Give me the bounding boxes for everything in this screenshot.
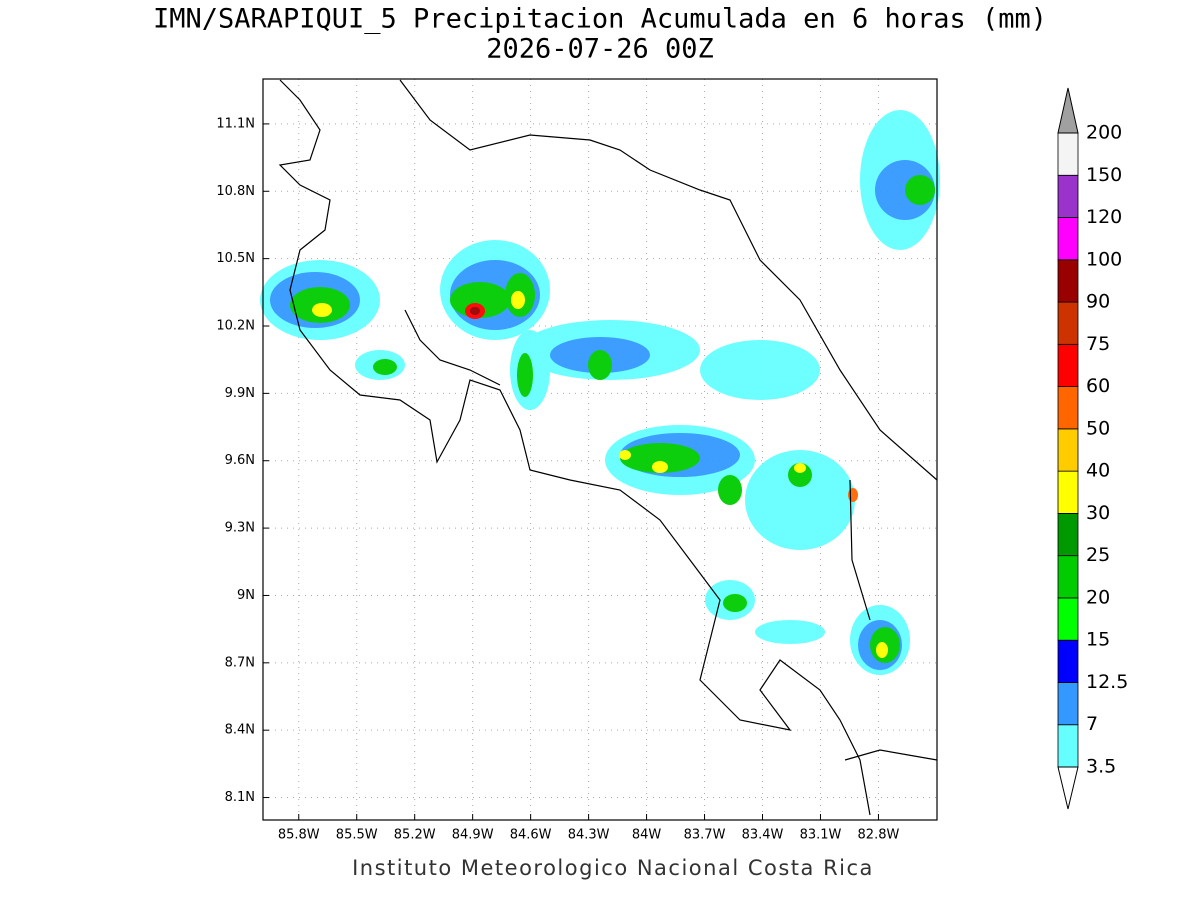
y-tick-label: 10.5N [216, 251, 255, 266]
colorbar-segment [1057, 555, 1079, 599]
colorbar-label: 120 [1086, 206, 1122, 228]
colorbar-segment [1057, 217, 1079, 261]
y-tick-label: 8.4N [225, 723, 255, 738]
colorbar-label: 75 [1086, 333, 1110, 355]
colorbar-label: 60 [1086, 375, 1110, 397]
colorbar-segment [1057, 428, 1079, 472]
precipitation [260, 110, 940, 675]
y-tick-label: 9.9N [225, 386, 255, 401]
colorbar-segment [1057, 513, 1079, 557]
colorbar-label: 15 [1086, 629, 1110, 651]
coastlines [278, 79, 938, 816]
y-tick-label: 9.3N [225, 521, 255, 536]
footer: Instituto Meteorologico Nacional Costa R… [352, 856, 874, 880]
colorbar-segment [1057, 174, 1079, 218]
colorbar: 3.5 7 12.5 15 20 25 30 40 50 60 75 90 100 120 150 200 [1057, 87, 1128, 810]
colorbar-segment [1057, 301, 1079, 345]
x-tick-label: 85.5W [336, 828, 378, 843]
x-tick-label: 84.6W [510, 828, 552, 843]
colorbar-label: 30 [1086, 502, 1110, 524]
colorbar-label: 200 [1086, 122, 1122, 144]
x-tick-label: 85.2W [394, 828, 436, 843]
title: IMN/SARAPIQUI_5 Precipitacion Acumulada … [153, 4, 1047, 35]
colorbar-segment [1057, 132, 1079, 176]
y-tick-label: 9.6N [225, 453, 255, 468]
colorbar-label: 12.5 [1086, 671, 1128, 693]
y-tick-label: 10.2N [216, 319, 255, 334]
colorbar-segment [1057, 597, 1079, 641]
x-tick-label: 82.8W [858, 828, 900, 843]
colorbar-label: 25 [1086, 544, 1110, 566]
y-tick-label: 10.8N [216, 184, 255, 199]
y-tick-label: 8.7N [225, 655, 255, 670]
y-tick-label: 11.1N [216, 116, 255, 131]
colorbar-segment [1057, 343, 1079, 388]
x-tick-label: 84.9W [452, 828, 494, 843]
colorbar-label: 150 [1086, 164, 1122, 186]
colorbar-under [1057, 766, 1079, 810]
x-tick-label: 84.3W [568, 828, 610, 843]
colorbar-over [1057, 87, 1079, 134]
colorbar-segment [1057, 682, 1079, 726]
colorbar-segment [1057, 639, 1079, 683]
colorbar-label: 90 [1086, 291, 1110, 313]
colorbar-label: 50 [1086, 417, 1110, 439]
subtitle: 2026-07-26 00Z [486, 34, 714, 65]
x-tick-label: 83.7W [684, 828, 726, 843]
colorbar-segment [1057, 724, 1079, 768]
colorbar-segment [1057, 386, 1079, 430]
map-frame [262, 78, 938, 821]
colorbar-label: 40 [1086, 460, 1110, 482]
x-tick-label: 83.4W [742, 828, 784, 843]
y-tick-label: 9N [237, 588, 255, 603]
x-tick-label: 85.8W [278, 828, 320, 843]
colorbar-label: 7 [1086, 713, 1098, 735]
colorbar-segment [1057, 259, 1079, 303]
colorbar-label: 3.5 [1086, 756, 1116, 778]
colorbar-label: 100 [1086, 248, 1122, 270]
colorbar-label: 20 [1086, 586, 1110, 608]
x-tick-label: 83.1W [800, 828, 842, 843]
y-tick-label: 8.1N [225, 790, 255, 805]
colorbar-segment [1057, 470, 1079, 514]
x-tick-label: 84W [632, 828, 662, 843]
